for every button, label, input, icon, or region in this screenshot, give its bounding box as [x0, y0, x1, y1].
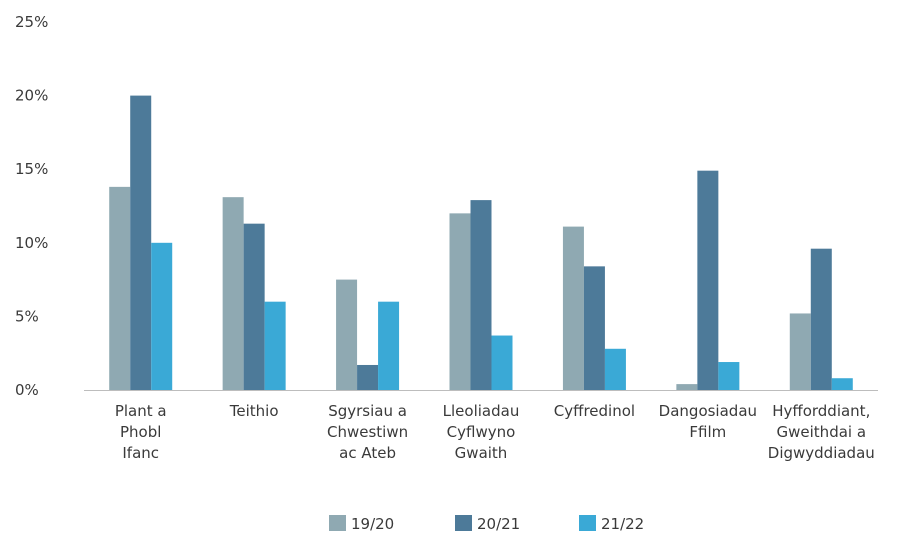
- category-label: Plant a: [115, 402, 167, 420]
- bar-21-22-cat-6: [831, 378, 853, 390]
- bar-21-22-cat-0: [151, 242, 173, 390]
- category-label: Hyfforddiant,: [772, 402, 870, 420]
- category-label: Gweithdai a: [777, 423, 867, 441]
- bar-20-21-cat-6: [810, 248, 832, 390]
- category-label: Phobl: [120, 423, 161, 441]
- y-tick-label: 15%: [15, 160, 48, 178]
- bars: [109, 95, 853, 390]
- bar-19-20-cat-3: [449, 213, 471, 390]
- bar-19-20-cat-5: [676, 384, 698, 390]
- category-label: Cyflwyno: [447, 423, 516, 441]
- bar-19-20-cat-1: [222, 197, 244, 390]
- category-label: Gwaith: [455, 444, 508, 462]
- y-tick-label: 25%: [15, 13, 48, 31]
- legend-label: 20/21: [477, 515, 520, 533]
- y-tick-label: 20%: [15, 87, 48, 105]
- category-label: Teithio: [229, 402, 279, 420]
- category-label: Cyffredinol: [554, 402, 635, 420]
- bar-21-22-cat-3: [491, 335, 513, 390]
- category-label: ac Ateb: [339, 444, 396, 462]
- bar-20-21-cat-4: [583, 266, 605, 390]
- legend-label: 21/22: [601, 515, 644, 533]
- bar-21-22-cat-4: [604, 348, 626, 390]
- bar-19-20-cat-2: [336, 279, 358, 390]
- y-tick-label: 5%: [15, 307, 39, 325]
- category-label: Lleoliadau: [443, 402, 520, 420]
- bar-21-22-cat-5: [718, 362, 740, 390]
- y-tick-label: 0%: [15, 381, 39, 399]
- y-axis-ticks: 0% 5% 10% 15% 20% 25%: [15, 13, 48, 399]
- category-label: Sgyrsiau a: [328, 402, 407, 420]
- legend-swatch-19-20: [329, 515, 346, 531]
- bar-20-21-cat-3: [470, 200, 492, 390]
- category-label: Digwyddiadau: [768, 444, 875, 462]
- category-label: Ifanc: [122, 444, 159, 462]
- bar-19-20-cat-0: [109, 186, 131, 390]
- bar-20-21-cat-1: [243, 223, 265, 390]
- x-axis-categories: Plant a Phobl Ifanc Teithio Sgyrsiau a Chwest…: [115, 402, 875, 462]
- bar-20-21-cat-2: [357, 364, 379, 390]
- legend: 19/20 20/21 21/22: [329, 515, 644, 533]
- bar-21-22-cat-1: [264, 301, 286, 390]
- bar-19-20-cat-6: [789, 313, 811, 390]
- bar-20-21-cat-0: [130, 95, 152, 390]
- legend-swatch-21-22: [579, 515, 596, 531]
- category-label: Ffilm: [689, 423, 726, 441]
- y-tick-label: 10%: [15, 234, 48, 252]
- category-label: Chwestiwn: [327, 423, 408, 441]
- category-label: Dangosiadau: [659, 402, 757, 420]
- bar-19-20-cat-4: [562, 226, 584, 390]
- legend-label: 19/20: [351, 515, 394, 533]
- bar-20-21-cat-5: [697, 170, 719, 390]
- bar-21-22-cat-2: [378, 301, 400, 390]
- legend-swatch-20-21: [455, 515, 472, 531]
